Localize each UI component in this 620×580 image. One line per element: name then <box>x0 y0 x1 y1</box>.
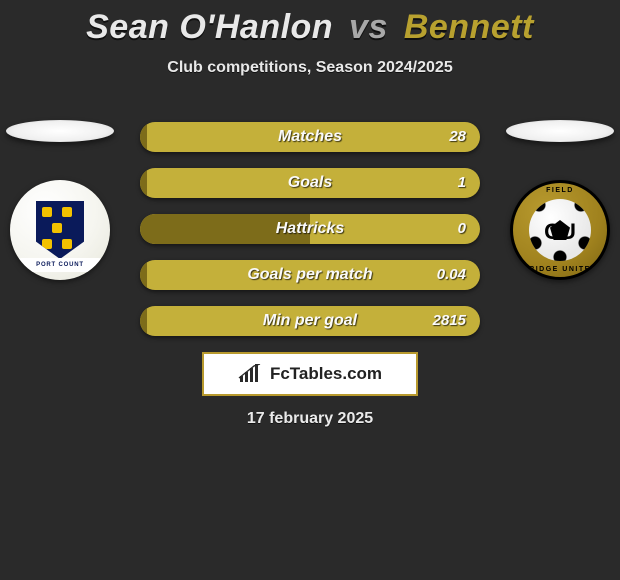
player2-badge-column: FIELD CU BRIDGE UNITED <box>500 120 620 280</box>
player1-name: Sean O'Hanlon <box>86 8 333 46</box>
stat-label: Matches <box>140 122 480 152</box>
player1-photo-placeholder <box>6 120 114 142</box>
stat-label: Hattricks <box>140 214 480 244</box>
date-text: 17 february 2025 <box>0 410 620 428</box>
player2-photo-placeholder <box>506 120 614 142</box>
player2-club-crest: FIELD CU BRIDGE UNITED <box>510 180 610 280</box>
stat-bars: Matches 28 Goals 1 Hattricks 0 Goals per… <box>140 122 480 352</box>
subtitle: Club competitions, Season 2024/2025 <box>0 59 620 77</box>
brand-text: FcTables.com <box>270 364 382 384</box>
bar-chart-icon <box>238 364 264 384</box>
stat-row-min-per-goal: Min per goal 2815 <box>140 306 480 336</box>
crest-ribbon: PORT COUNT <box>15 258 105 272</box>
stat-value: 0.04 <box>437 260 466 290</box>
crest-arc-top: FIELD <box>546 187 574 194</box>
stat-value: 2815 <box>433 306 466 336</box>
player2-name: Bennett <box>404 8 534 46</box>
stat-value: 28 <box>449 122 466 152</box>
stat-label: Goals per match <box>140 260 480 290</box>
comparison-card: Sean O'Hanlon vs Bennett Club competitio… <box>0 0 620 580</box>
stat-row-hattricks: Hattricks 0 <box>140 214 480 244</box>
page-title: Sean O'Hanlon vs Bennett <box>0 0 620 47</box>
vs-text: vs <box>349 8 388 46</box>
player1-badge-column: PORT COUNT <box>0 120 120 280</box>
stat-row-goals-per-match: Goals per match 0.04 <box>140 260 480 290</box>
shield-icon <box>36 201 84 259</box>
stat-label: Goals <box>140 168 480 198</box>
stat-row-goals: Goals 1 <box>140 168 480 198</box>
stat-value: 0 <box>458 214 466 244</box>
stat-row-matches: Matches 28 <box>140 122 480 152</box>
crest-arc-bottom: BRIDGE UNITED <box>523 266 598 273</box>
brand-box[interactable]: FcTables.com <box>202 352 418 396</box>
stat-label: Min per goal <box>140 306 480 336</box>
crest-initials: CU <box>544 219 576 245</box>
stat-value: 1 <box>458 168 466 198</box>
player1-club-crest: PORT COUNT <box>10 180 110 280</box>
